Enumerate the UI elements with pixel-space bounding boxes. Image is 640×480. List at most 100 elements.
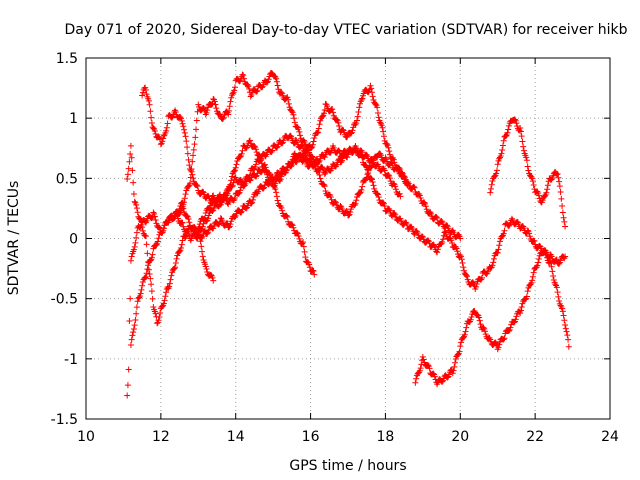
data-point [382, 154, 389, 161]
data-point [211, 98, 218, 105]
data-point [310, 163, 317, 170]
data-point [525, 167, 532, 174]
data-point [258, 84, 265, 91]
data-point [309, 141, 316, 148]
data-point [357, 98, 364, 105]
data-point [416, 369, 423, 376]
data-point [541, 192, 548, 199]
data-point [453, 245, 460, 252]
data-point [322, 187, 329, 194]
x-tick-label: 24 [601, 429, 619, 445]
data-point [461, 331, 468, 338]
data-point [251, 143, 258, 150]
data-point [148, 119, 155, 126]
y-tick-label: 1 [69, 111, 78, 127]
data-point [143, 91, 150, 98]
data-point [434, 215, 441, 222]
data-point [342, 147, 349, 154]
series-sat-g [412, 249, 572, 388]
data-point [412, 379, 419, 386]
data-point [252, 164, 259, 171]
data-point [444, 374, 451, 381]
data-point [193, 182, 200, 189]
data-point [507, 324, 514, 331]
data-point [156, 314, 163, 321]
data-point [130, 190, 137, 197]
data-point [138, 286, 145, 293]
data-point [127, 142, 134, 149]
data-point [203, 109, 210, 116]
data-point [132, 316, 139, 323]
data-point [288, 159, 295, 166]
data-point [296, 128, 303, 135]
data-point [380, 133, 387, 140]
data-point [425, 362, 432, 369]
data-point [400, 172, 407, 179]
data-point [126, 318, 133, 325]
data-point [347, 209, 354, 216]
data-point [470, 279, 477, 286]
data-point [132, 239, 139, 246]
data-point [249, 196, 256, 203]
data-point [392, 186, 399, 193]
data-point [434, 249, 441, 256]
data-point [425, 237, 432, 244]
data-point [541, 249, 548, 256]
data-point [476, 314, 482, 321]
data-point [349, 127, 356, 134]
data-point [390, 156, 397, 163]
data-point [386, 175, 393, 182]
data-point [169, 114, 176, 121]
data-point [127, 151, 134, 158]
series-sat-h [487, 116, 569, 230]
data-point [245, 83, 252, 90]
data-point [535, 190, 542, 197]
y-tick-label: 1.5 [56, 51, 78, 67]
data-point [283, 167, 290, 174]
data-point [421, 199, 428, 206]
data-point [381, 203, 388, 210]
data-point [188, 165, 195, 172]
y-tick-label: -0.5 [51, 292, 78, 308]
data-point [402, 219, 409, 226]
data-point [518, 133, 525, 140]
data-point [269, 147, 276, 154]
data-point [130, 179, 137, 186]
data-point [356, 190, 363, 197]
data-point [180, 205, 187, 212]
data-point [193, 117, 200, 124]
data-point [233, 161, 240, 168]
data-point [511, 319, 518, 326]
data-point [337, 203, 344, 210]
data-point [139, 227, 146, 234]
data-point [529, 273, 536, 280]
data-point [160, 132, 167, 139]
data-point [529, 277, 536, 284]
data-point [239, 147, 246, 154]
data-point [127, 295, 134, 302]
data-point [160, 135, 167, 142]
data-point [359, 95, 366, 102]
data-point [344, 133, 351, 140]
data-point [159, 138, 166, 145]
data-point [321, 183, 328, 190]
data-point [524, 227, 531, 234]
data-point [343, 134, 350, 141]
data-point [523, 157, 530, 164]
data-point [231, 87, 238, 94]
data-point [227, 221, 234, 228]
data-point [203, 265, 210, 272]
data-point [127, 257, 134, 264]
data-point [199, 253, 206, 260]
data-point [300, 137, 307, 144]
data-point [190, 146, 197, 153]
data-point [202, 263, 209, 270]
data-point [561, 218, 568, 225]
data-point [229, 90, 236, 97]
data-point [237, 187, 244, 194]
data-point [548, 176, 555, 183]
data-point [220, 196, 227, 203]
data-point [385, 172, 392, 179]
data-point [306, 264, 313, 271]
data-point [552, 281, 559, 288]
